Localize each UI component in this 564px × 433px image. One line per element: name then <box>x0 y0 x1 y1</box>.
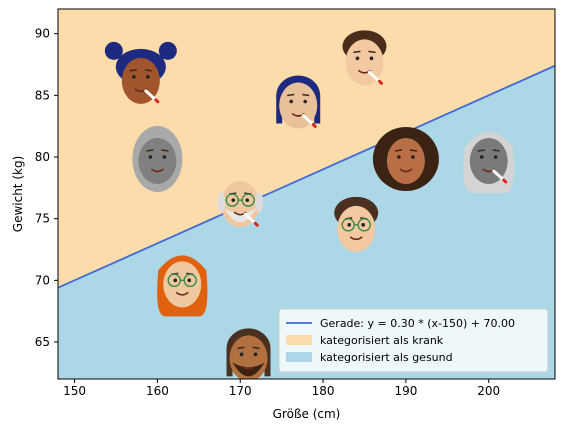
person-face-icon <box>217 181 264 228</box>
y-tick-label: 85 <box>35 88 50 102</box>
y-axis: 65 70 75 80 85 90 <box>35 27 58 349</box>
x-tick-label: 190 <box>394 384 417 398</box>
x-axis: 150 160 170 180 190 200 <box>63 379 500 398</box>
legend-box <box>278 308 549 373</box>
y-axis-label: Gewicht (kg) <box>11 156 25 232</box>
person-face-icon <box>132 126 183 192</box>
region-krank <box>58 9 555 288</box>
person-face-icon <box>334 196 379 252</box>
x-tick-label: 150 <box>63 384 86 398</box>
legend-label-line: Gerade: y = 0.30 * (x-150) + 70.00 <box>320 317 515 330</box>
person-face-icon <box>226 328 271 379</box>
data-points <box>104 30 514 379</box>
person-face-icon <box>463 132 514 193</box>
y-tick-label: 70 <box>35 273 50 287</box>
person-face-icon <box>157 255 208 317</box>
x-tick-label: 160 <box>146 384 169 398</box>
decision-line <box>58 64 555 289</box>
legend-krank-swatch <box>286 335 312 345</box>
person-face-icon <box>342 30 387 86</box>
x-tick-label: 180 <box>312 384 335 398</box>
y-tick-label: 75 <box>35 212 50 226</box>
legend-label-krank: kategorisiert als krank <box>320 334 444 347</box>
legend-label-gesund: kategorisiert als gesund <box>320 351 453 364</box>
legend: Gerade: y = 0.30 * (x-150) + 70.00 kateg… <box>278 308 549 373</box>
plot-frame <box>57 8 556 380</box>
legend-gesund-swatch <box>286 352 312 362</box>
person-face-icon <box>104 41 177 104</box>
x-axis-label: Größe (cm) <box>273 407 341 421</box>
x-tick-label: 170 <box>229 384 252 398</box>
person-face-icon <box>372 127 439 191</box>
y-tick-label: 90 <box>35 27 50 41</box>
x-tick-label: 200 <box>477 384 500 398</box>
person-face-icon <box>276 75 321 129</box>
y-tick-label: 80 <box>35 150 50 164</box>
y-tick-label: 65 <box>35 335 50 349</box>
